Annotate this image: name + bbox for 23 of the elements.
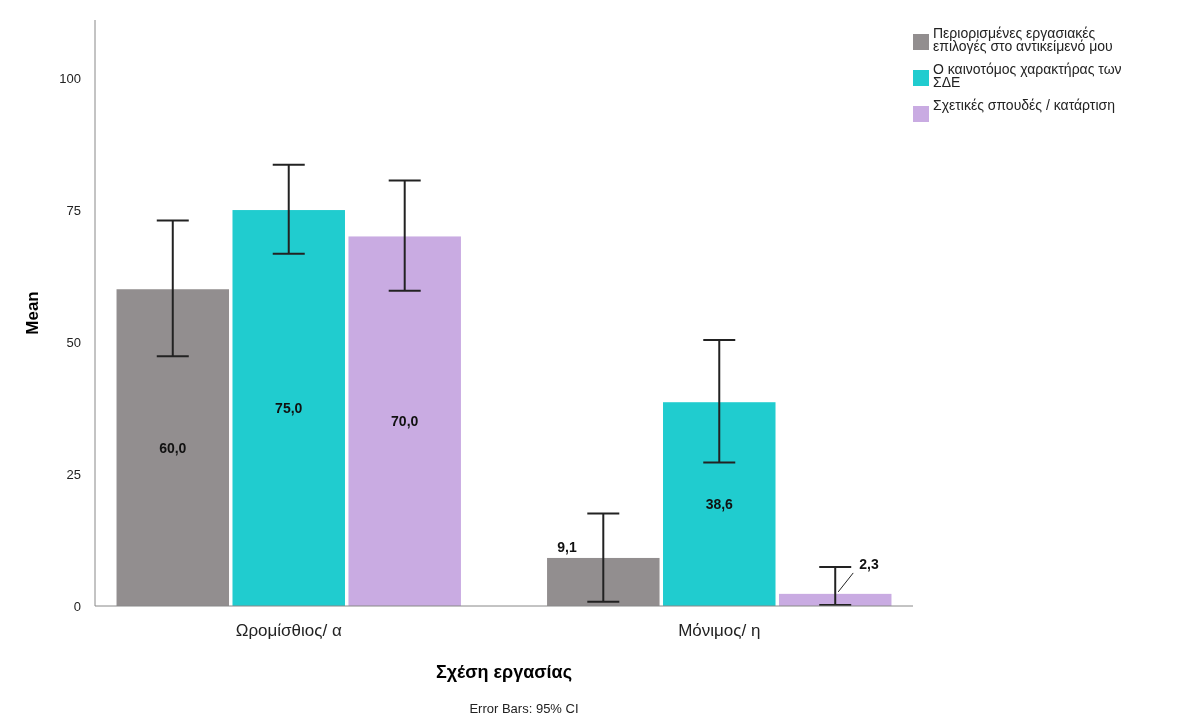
bar (348, 236, 461, 606)
x-tick-label: Μόνιμος/ η (678, 621, 761, 640)
data-label: 38,6 (705, 496, 734, 513)
bar (663, 402, 776, 606)
y-tick-label: 75 (66, 203, 81, 219)
data-label: 60,0 (159, 439, 187, 456)
y-axis-title: Mean (23, 291, 42, 335)
data-label: 2,3 (859, 555, 879, 572)
x-tick-label: Ωρομίσθιος/ α (235, 621, 342, 640)
legend-label: Ο καινοτόμος χαρακτήρας των ΣΔΕ (933, 61, 1122, 90)
y-tick-label: 25 (66, 467, 81, 483)
bar (232, 210, 345, 606)
legend-label: Περιορισμένες εργασιακές επιλογές στο αντικείμενό μου (933, 25, 1113, 54)
y-tick-label: 50 (66, 335, 81, 351)
data-label: 75,0 (275, 400, 303, 417)
y-tick-label: 100 (59, 71, 81, 87)
data-label: 70,0 (391, 413, 419, 430)
x-axis-title: Σχέση εργασίας (435, 662, 573, 682)
bar (778, 593, 892, 606)
legend-label: Σχετικές σπουδές / κατάρτιση (933, 97, 1115, 113)
y-tick-label: 0 (73, 599, 81, 614)
text: Error Bars: 95% CI (469, 701, 579, 716)
data-label: 9,1 (557, 538, 577, 555)
